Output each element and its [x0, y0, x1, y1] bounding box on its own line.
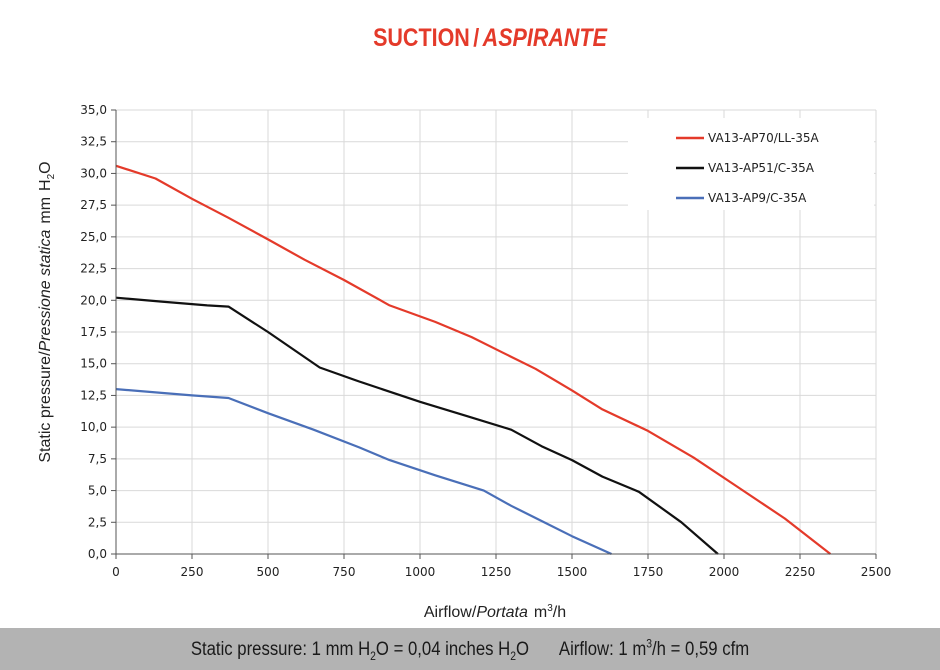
y-axis-label-h: H [37, 179, 54, 191]
footer-pressure-part: Static pressure: 1 mm H [190, 639, 371, 661]
footer-pressure-part: O = 0,04 inches H [375, 639, 511, 661]
footer-airflow-part: /h = 0,59 cfm [652, 639, 750, 661]
x-tick-label: 0 [112, 565, 120, 579]
y-axis-label: Static pressure/Pressione statica mm H2O [37, 161, 57, 462]
y-axis-label-plain: Static pressure [37, 356, 54, 463]
x-tick-label: 2000 [709, 565, 740, 579]
x-tick-label: 1250 [481, 565, 512, 579]
title-main: SUCTION [373, 24, 470, 52]
y-axis-label-separator: / [37, 351, 54, 356]
x-axis-label-separator: / [472, 604, 477, 621]
series-line-3 [115, 388, 612, 556]
footer-airflow-part: Airflow: 1 m [558, 639, 647, 661]
x-axis-label-unit: m [534, 604, 547, 621]
y-tick-label: 17,5 [80, 325, 107, 339]
legend-background [628, 118, 874, 210]
y-tick-label: 2,5 [88, 515, 107, 529]
y-axis-label-unit: mm [37, 197, 54, 224]
y-ticks: 0,0 2,5 5,0 7,5 10,0 12,5 15,0 17,5 20,0 22,5 25,0… [80, 103, 116, 561]
footer-text: Static pressure: 1 mm H2O = 0,04 inches … [56, 638, 883, 663]
chart-title: SUCTION / ASPIRANTE [69, 24, 912, 53]
x-axis-label-unit-tail: /h [553, 604, 566, 621]
x-axis-label-unit-sup: 3 [547, 603, 553, 614]
y-tick-label: 32,5 [80, 135, 107, 149]
y-tick-label: 0,0 [88, 547, 107, 561]
y-tick-label: 25,0 [80, 230, 107, 244]
legend: VA13-AP70/LL-35A VA13-AP51/C-35A VA13-AP9/… [628, 118, 874, 210]
footer-pressure-sub: 2 [370, 650, 376, 664]
title-italic: ASPIRANTE [482, 24, 607, 52]
y-tick-label: 30,0 [80, 166, 107, 180]
y-tick-label: 35,0 [80, 103, 107, 117]
legend-label: VA13-AP51/C-35A [708, 161, 815, 175]
footer-bar: Static pressure: 1 mm H2O = 0,04 inches … [0, 628, 940, 670]
footer-airflow-sup: 3 [646, 638, 653, 651]
chart: 0 250 500 750 1000 1250 1500 1750 2000 2250 2500 0… [37, 103, 891, 621]
y-axis-label-sub: 2 [46, 173, 57, 179]
x-tick-label: 750 [333, 565, 356, 579]
x-tick-label: 2500 [861, 565, 892, 579]
x-axis-label-italic: Portata [476, 604, 528, 621]
y-tick-label: 12,5 [80, 388, 107, 402]
y-tick-label: 15,0 [80, 357, 107, 371]
x-axis-label: Airflow/Portata m3/h [424, 603, 566, 621]
x-tick-label: 2250 [785, 565, 816, 579]
footer-airflow: Airflow: 1 m3/h = 0,59 cfm [558, 638, 750, 661]
footer-pressure-part: O [515, 639, 530, 661]
y-tick-label: 27,5 [80, 198, 107, 212]
series-lines [115, 164, 832, 556]
x-tick-label: 250 [181, 565, 204, 579]
x-tick-label: 500 [257, 565, 280, 579]
y-tick-label: 20,0 [80, 293, 107, 307]
y-tick-label: 5,0 [88, 484, 107, 498]
footer-pressure-sub: 2 [510, 650, 516, 664]
x-tick-label: 1750 [633, 565, 664, 579]
y-axis-label-italic: Pressione statica [37, 230, 54, 352]
y-tick-label: 7,5 [88, 452, 107, 466]
x-axis-label-plain: Airflow [424, 604, 472, 621]
y-axis-label-o: O [37, 161, 54, 173]
legend-label: VA13-AP9/C-35A [708, 191, 807, 205]
title-separator: / [473, 24, 480, 52]
x-tick-label: 1500 [557, 565, 588, 579]
y-tick-label: 10,0 [80, 420, 107, 434]
x-tick-label: 1000 [405, 565, 436, 579]
footer-pressure: Static pressure: 1 mm H2O = 0,04 inches … [190, 639, 530, 664]
legend-label: VA13-AP70/LL-35A [708, 131, 820, 145]
x-ticks: 0 250 500 750 1000 1250 1500 1750 2000 2250 2500 [112, 554, 891, 579]
y-tick-label: 22,5 [80, 262, 107, 276]
grid [116, 109, 877, 554]
series-line-1 [115, 164, 832, 555]
series-line-2 [115, 296, 719, 555]
